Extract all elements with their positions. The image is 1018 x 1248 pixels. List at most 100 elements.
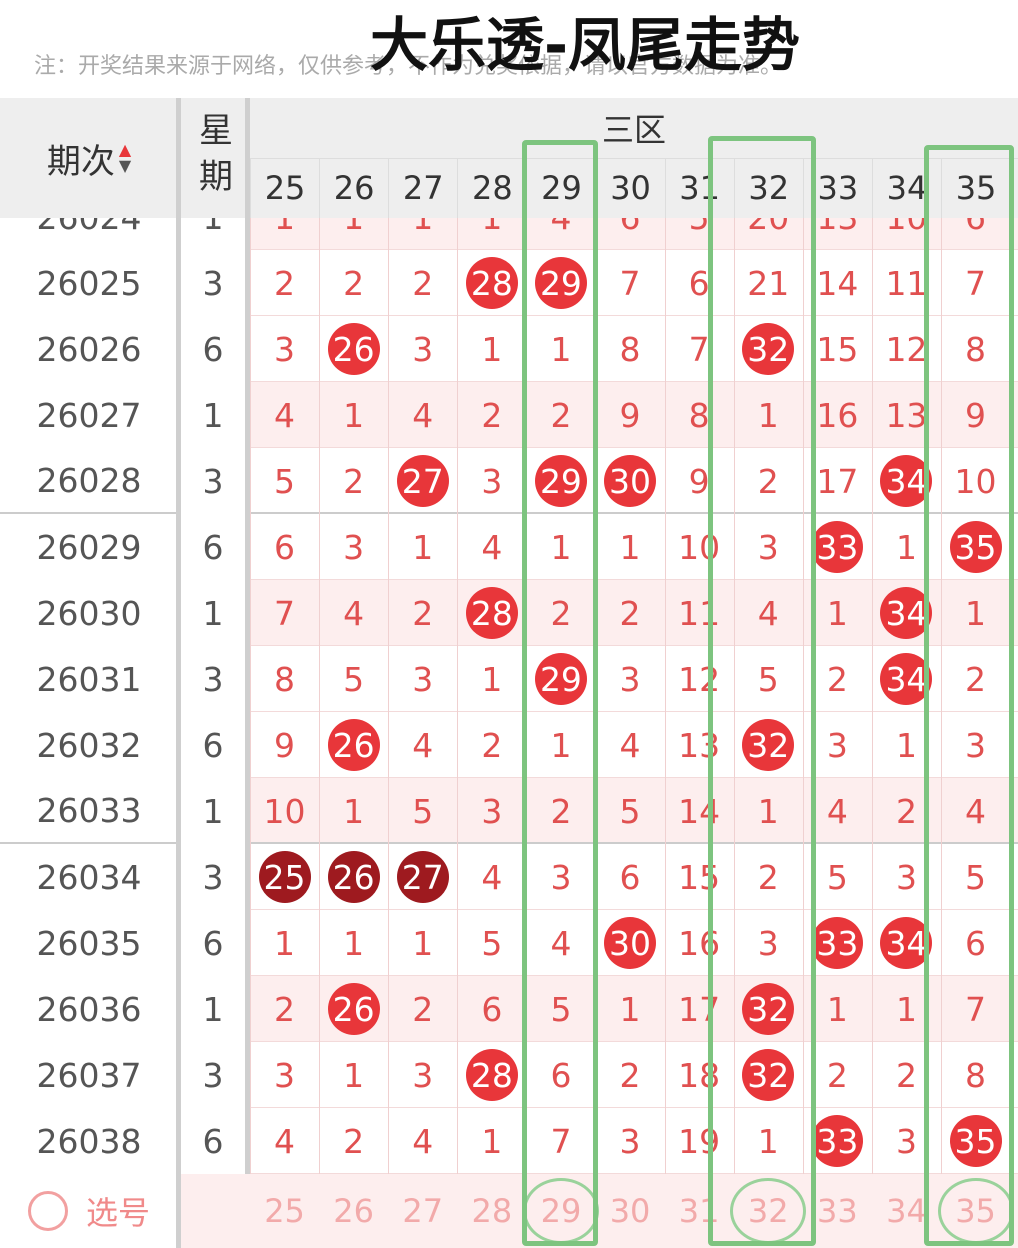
hit-ball: 32 [742,983,795,1035]
footer-number: 30 [609,1192,651,1230]
cell-border [941,910,942,976]
cell-border [388,1042,390,1108]
miss-count: 2 [895,791,917,831]
cell-border [871,1108,873,1174]
weekday: 3 [202,1055,224,1095]
miss-count: 1 [412,527,434,567]
cell-border [319,316,321,382]
column-number: 25 [250,158,319,218]
miss-count: 1 [895,527,917,567]
hit-ball: 29 [534,257,587,309]
cell-border [733,514,735,580]
cell-border [733,646,735,712]
miss-count: 13 [885,395,928,435]
miss-count: 15 [678,857,721,897]
cell-border [733,580,735,646]
miss-count: 5 [343,659,365,699]
cell-border [319,514,321,580]
cell-border [457,646,459,712]
cell-border [457,1108,459,1174]
weekday: 1 [202,395,224,435]
miss-count: 7 [274,593,296,633]
footer-number: 25 [264,1192,305,1230]
miss-count: 3 [481,461,503,501]
cell-border [802,1042,804,1108]
cell-border [250,250,251,316]
miss-count: 2 [826,1055,848,1095]
miss-count: 3 [481,791,503,831]
miss-count: 7 [688,329,710,369]
cell-border [388,250,390,316]
highlight-box [924,145,1014,1246]
cell-border [871,448,873,514]
footer-number: 27 [402,1192,444,1230]
note: 注：开奖结果来源于网络，仅供参考，不作为兑奖依据，请以官方数据为准。 [34,54,783,79]
hit-ball: 32 [742,323,795,375]
miss-count: 1 [619,527,641,567]
sort-icon[interactable]: ▲ ▼ [118,140,132,175]
miss-count: 8 [619,329,641,369]
cell-border [457,514,459,580]
cell-border [802,778,804,844]
miss-count: 9 [965,395,987,435]
cell-border [457,712,459,778]
issue: 26031 [36,659,142,699]
cell-border [250,976,251,1042]
issue: 26034 [36,857,142,897]
cell-border [871,712,873,778]
cell-border [871,580,873,646]
cell-border [664,448,666,514]
cell-border [457,316,459,382]
cell-border [871,646,873,712]
issue-header: 期次 [46,141,115,182]
issue: 26036 [36,989,142,1029]
weekday: 6 [202,923,224,963]
cell-border [871,316,873,382]
hit-ball: 27 [396,851,449,903]
column-number: 30 [595,158,665,218]
cell-border [802,646,804,712]
hit-ball: 28 [465,587,518,639]
issue: 26026 [36,329,142,369]
cell-border [250,646,251,712]
miss-count: 1 [895,989,917,1029]
cell-border [664,976,666,1042]
cell-border [250,382,251,448]
footer-number: 34 [886,1192,927,1230]
miss-count: 1 [388,218,457,250]
column-number: 28 [457,158,526,218]
radio[interactable] [27,1191,68,1231]
cell-border [457,1042,459,1108]
cell-border [319,844,321,910]
miss-count: 5 [274,461,296,501]
cell-border [941,382,942,448]
cell-border [802,218,804,250]
miss-count: 3 [343,527,365,567]
miss-count: 1 [481,1121,503,1161]
issue: 26033 [0,778,178,844]
cell-border [457,382,459,448]
column-number: 34 [871,158,941,218]
cell-border [941,448,942,514]
miss-count: 1 [274,923,296,963]
miss-count: 3 [619,659,641,699]
cell-border [941,1108,942,1174]
select-cell[interactable]: 选号 [0,1174,178,1248]
miss-count: 1 [412,923,434,963]
miss-count: 17 [678,989,721,1029]
miss-count: 2 [481,725,503,765]
miss-count: 1 [550,527,572,567]
cell-border [802,448,804,514]
cell-border [319,712,321,778]
footer-number: 26 [333,1192,374,1230]
weekday: 3 [202,461,224,501]
miss-count: 3 [412,1055,434,1095]
cell-border [319,382,321,448]
miss-count: 2 [412,593,434,633]
miss-count: 8 [688,395,710,435]
footer-number: 28 [471,1192,513,1230]
hit-ball: 33 [811,917,864,969]
miss-count: 11 [885,263,928,303]
row-bg [250,778,1018,844]
miss-count: 1 [343,923,365,963]
